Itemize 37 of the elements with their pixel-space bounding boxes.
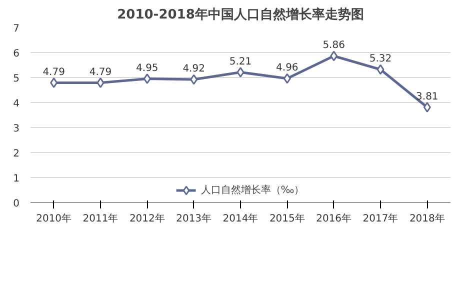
point <box>96 78 104 88</box>
y-tick-label: 6 <box>13 48 20 60</box>
point <box>376 64 384 75</box>
point <box>423 102 431 112</box>
point <box>50 78 58 88</box>
x-tick-label: 2016年 <box>316 212 352 224</box>
legend-label: 人口自然增长率（‰） <box>200 184 304 197</box>
x-tick-label: 2013年 <box>176 212 212 224</box>
data-label: 5.86 <box>322 40 345 51</box>
y-tick-label: 2 <box>13 148 20 160</box>
data-label: 4.79 <box>42 66 65 78</box>
data-label: 5.32 <box>369 54 392 64</box>
data-label: 4.92 <box>182 64 205 74</box>
point <box>283 73 291 84</box>
y-tick-label: 7 <box>13 24 20 34</box>
data-label: 4.79 <box>89 66 112 78</box>
x-tick-label: 2011年 <box>82 212 118 224</box>
point <box>330 50 338 62</box>
x-tick-label: 2017年 <box>362 212 398 224</box>
y-tick-label: 5 <box>13 74 20 84</box>
x-tick-label: 2010年 <box>36 212 72 224</box>
x-tick-label: 2018年 <box>409 212 445 224</box>
x-tick-label: 2015年 <box>269 212 305 224</box>
x-tick-label: 2014年 <box>222 212 258 224</box>
data-label: 3.81 <box>416 91 438 102</box>
y-tick-label: 4 <box>13 98 20 110</box>
chart-title: 2010-2018年中国人口自然增长率走势图 <box>117 6 364 22</box>
x-tick-label: 2012年 <box>129 212 165 224</box>
data-label: 4.96 <box>276 62 298 74</box>
y-tick-label: 1 <box>13 174 20 184</box>
y-tick-label: 0 <box>13 198 20 210</box>
point <box>236 67 244 78</box>
data-label: 5.21 <box>229 56 252 68</box>
point <box>143 74 151 84</box>
data-label: 4.95 <box>136 62 158 74</box>
point <box>190 74 198 85</box>
y-tick-label: 3 <box>13 124 20 134</box>
